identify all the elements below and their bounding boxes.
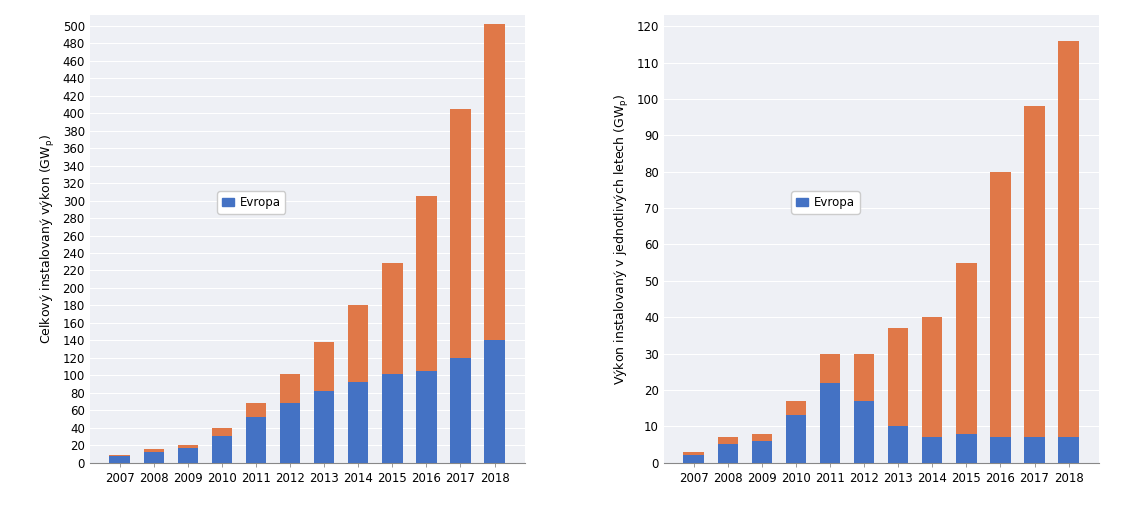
- Bar: [717, 437, 738, 445]
- Bar: [956, 433, 976, 463]
- Bar: [752, 441, 772, 463]
- Bar: [484, 24, 504, 340]
- Bar: [1058, 437, 1078, 463]
- Bar: [888, 426, 908, 463]
- Bar: [1025, 437, 1045, 463]
- Bar: [786, 415, 806, 463]
- Bar: [854, 354, 874, 401]
- Legend: Evropa: Evropa: [217, 191, 286, 214]
- Bar: [177, 448, 198, 463]
- Bar: [451, 358, 471, 463]
- Bar: [923, 437, 943, 463]
- Bar: [348, 382, 369, 463]
- Bar: [956, 263, 976, 433]
- Bar: [990, 172, 1011, 437]
- Bar: [143, 452, 164, 463]
- Bar: [484, 340, 504, 463]
- Bar: [923, 317, 943, 437]
- Legend: Evropa: Evropa: [791, 191, 860, 214]
- Bar: [314, 391, 334, 463]
- Bar: [819, 382, 841, 463]
- Bar: [819, 354, 841, 382]
- Bar: [786, 401, 806, 415]
- Y-axis label: Výkon instalovaný v jednotlivých letech (GW$_\mathregular{p}$): Výkon instalovaný v jednotlivých letech …: [613, 94, 631, 384]
- Bar: [314, 342, 334, 391]
- Bar: [752, 433, 772, 441]
- Bar: [245, 417, 266, 463]
- Bar: [382, 264, 402, 374]
- Bar: [854, 401, 874, 463]
- Bar: [990, 437, 1011, 463]
- Bar: [1025, 106, 1045, 437]
- Bar: [212, 428, 232, 436]
- Bar: [451, 109, 471, 358]
- Bar: [245, 403, 266, 417]
- Bar: [717, 445, 738, 463]
- Bar: [110, 456, 130, 463]
- Bar: [177, 445, 198, 448]
- Bar: [888, 328, 908, 426]
- Bar: [280, 374, 300, 403]
- Bar: [1058, 41, 1078, 437]
- Y-axis label: Celkový instalovaný výkon (GW$_\mathregular{p}$): Celkový instalovaný výkon (GW$_\mathregu…: [39, 134, 57, 344]
- Bar: [684, 455, 704, 463]
- Bar: [212, 436, 232, 463]
- Bar: [143, 449, 164, 452]
- Bar: [110, 455, 130, 456]
- Bar: [280, 403, 300, 463]
- Bar: [416, 196, 436, 371]
- Bar: [684, 452, 704, 455]
- Bar: [348, 305, 369, 382]
- Bar: [382, 374, 402, 463]
- Bar: [416, 371, 436, 463]
